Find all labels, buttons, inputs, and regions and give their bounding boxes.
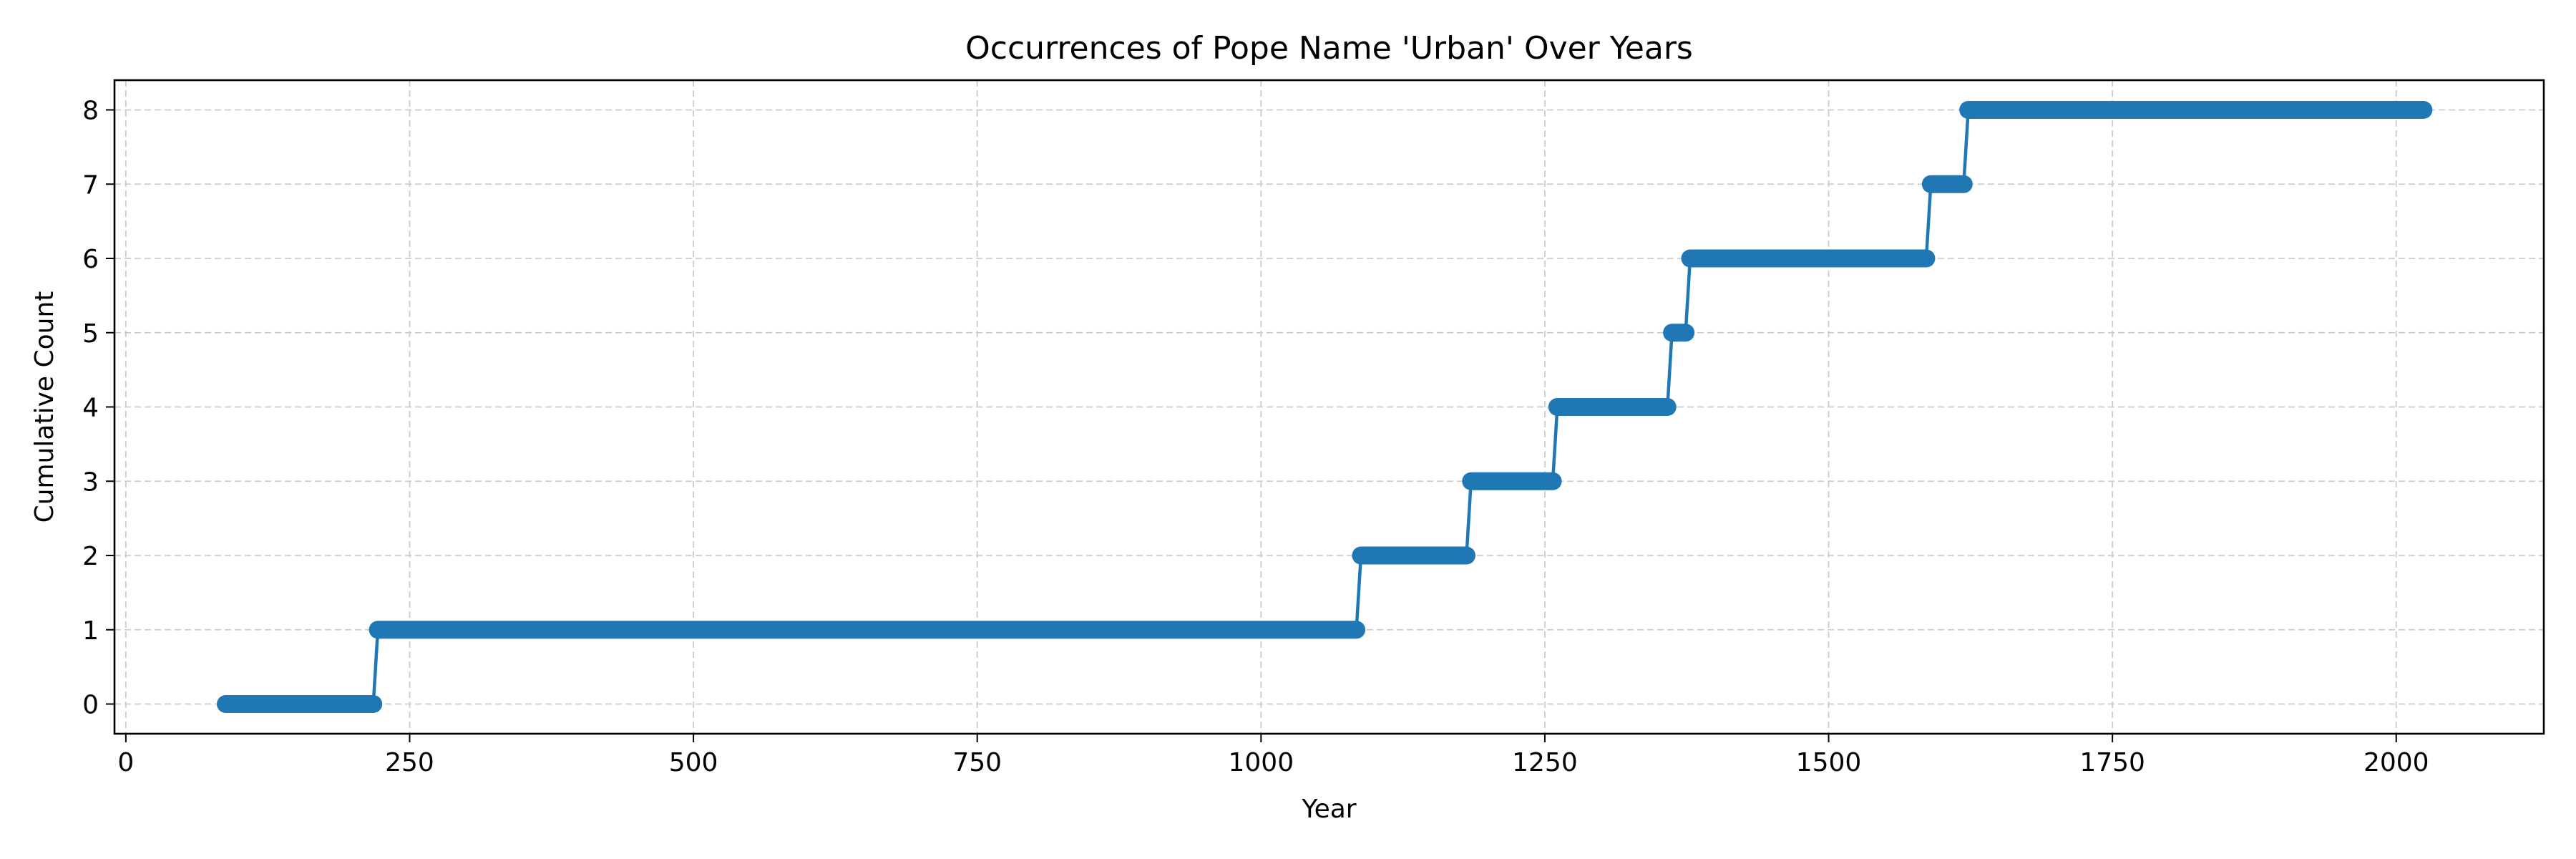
y-axis-label: Cumulative Count [30, 291, 59, 523]
x-tick-label: 1500 [1796, 748, 1862, 777]
x-tick-label: 1250 [1512, 748, 1578, 777]
x-axis-label: Year [1301, 795, 1356, 824]
y-tick-label: 6 [82, 245, 99, 274]
y-tick-label: 1 [82, 616, 99, 646]
y-tick-label: 7 [82, 170, 99, 200]
x-tick-label: 2000 [2363, 748, 2429, 777]
y-tick-label: 4 [82, 394, 99, 423]
x-tick-label: 1750 [2079, 748, 2145, 777]
y-tick-label: 5 [82, 319, 99, 349]
grid [114, 80, 2544, 734]
y-tick-label: 8 [82, 97, 99, 126]
ticks: 0 250 500 750 1000 1250 1500 1750 2000 0 1 2 3 4 5 6 7 8 [82, 97, 2429, 778]
x-tick-label: 750 [952, 748, 1002, 777]
y-tick-label: 3 [82, 467, 99, 497]
y-tick-label: 0 [82, 691, 99, 720]
x-tick-label: 1000 [1229, 748, 1294, 777]
y-tick-label: 2 [82, 542, 99, 571]
series-urban [216, 101, 2433, 713]
x-tick-label: 0 [117, 748, 134, 777]
chart-title: Occurrences of Pope Name 'Urban' Over Ye… [965, 30, 1693, 67]
x-tick-label: 250 [385, 748, 434, 777]
x-tick-label: 500 [669, 748, 718, 777]
